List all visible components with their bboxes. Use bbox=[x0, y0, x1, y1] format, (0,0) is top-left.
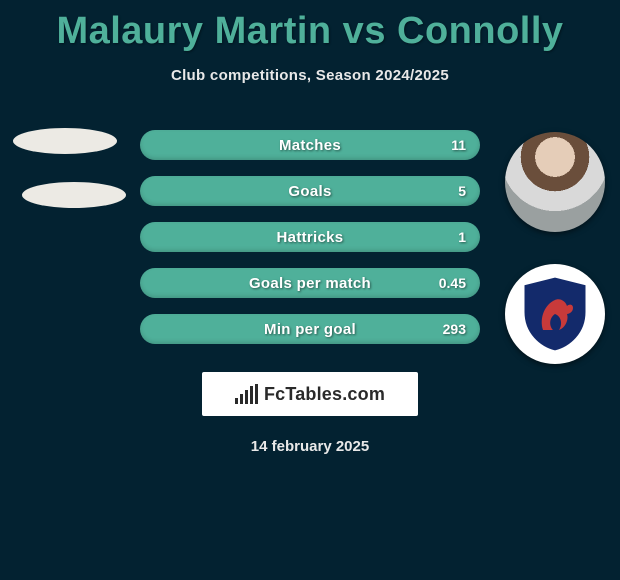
right-player-column bbox=[490, 122, 620, 364]
stat-row-hattricks: Hattricks 1 bbox=[140, 222, 480, 252]
right-player-photo bbox=[505, 132, 605, 232]
stat-value-right: 5 bbox=[458, 183, 466, 199]
stat-value-right: 293 bbox=[443, 321, 466, 337]
left-club-badge-placeholder bbox=[22, 182, 126, 208]
brand-badge[interactable]: FcTables.com bbox=[202, 372, 418, 416]
comparison-area: Matches 11 Goals 5 Hattricks 1 Goals per… bbox=[0, 122, 620, 362]
right-club-badge bbox=[505, 264, 605, 364]
stat-row-goals: Goals 5 bbox=[140, 176, 480, 206]
bars-icon bbox=[235, 384, 258, 404]
brand-text: FcTables.com bbox=[264, 384, 385, 405]
stat-label: Min per goal bbox=[264, 321, 356, 338]
stat-value-right: 1 bbox=[458, 229, 466, 245]
page-title: Malaury Martin vs Connolly bbox=[0, 0, 620, 53]
stat-label: Hattricks bbox=[277, 229, 344, 246]
left-player-column bbox=[0, 122, 130, 208]
stat-label: Matches bbox=[279, 137, 341, 154]
left-player-photo-placeholder bbox=[13, 128, 117, 154]
stat-row-matches: Matches 11 bbox=[140, 130, 480, 160]
stat-bars: Matches 11 Goals 5 Hattricks 1 Goals per… bbox=[140, 130, 480, 360]
date-text: 14 february 2025 bbox=[0, 438, 620, 455]
subtitle: Club competitions, Season 2024/2025 bbox=[0, 67, 620, 84]
stat-value-right: 11 bbox=[451, 137, 466, 153]
shield-icon bbox=[519, 274, 591, 354]
stat-row-goals-per-match: Goals per match 0.45 bbox=[140, 268, 480, 298]
stat-row-min-per-goal: Min per goal 293 bbox=[140, 314, 480, 344]
stat-value-right: 0.45 bbox=[439, 275, 466, 291]
stat-label: Goals bbox=[288, 183, 331, 200]
stat-label: Goals per match bbox=[249, 275, 371, 292]
